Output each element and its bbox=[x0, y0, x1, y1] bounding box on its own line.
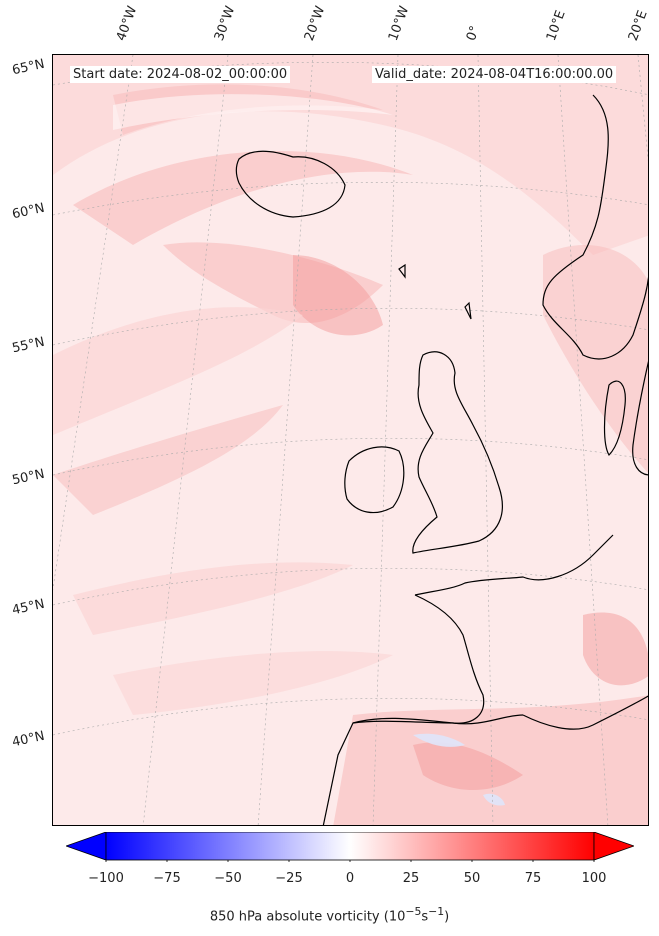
lon-label-0: 0° bbox=[463, 23, 484, 43]
colorbar-tick-marks bbox=[105, 860, 595, 862]
norway-coast bbox=[542, 94, 648, 360]
biscay-coast bbox=[322, 594, 485, 825]
colorbar-tick-label: −50 bbox=[214, 871, 242, 886]
lat-label-60n: 60°N bbox=[10, 200, 46, 223]
colorbar-tick-label: 100 bbox=[581, 871, 607, 886]
faroe-islands bbox=[398, 263, 406, 279]
iberia-north bbox=[352, 714, 524, 725]
coastlines bbox=[235, 94, 648, 825]
colorbar-tick-label: 50 bbox=[463, 871, 481, 886]
lon-label-10w: 10°W bbox=[385, 4, 413, 43]
lat-label-55n: 55°N bbox=[10, 334, 46, 357]
lat-label-45n: 45°N bbox=[10, 596, 46, 619]
colorbar-tick-label: 75 bbox=[524, 871, 542, 886]
vorticity-field bbox=[53, 55, 648, 825]
lon-label-40w: 40°W bbox=[113, 4, 141, 43]
lon-label-20e: 20°E bbox=[625, 8, 651, 44]
colorbar-label-close: ) bbox=[444, 909, 450, 925]
colorbar-label: 850 hPa absolute vorticity (10−5s−1) bbox=[0, 905, 659, 924]
lat-label-65n: 65°N bbox=[10, 56, 46, 79]
lat-label-50n: 50°N bbox=[10, 466, 46, 489]
lon-label-20w: 20°W bbox=[301, 4, 329, 43]
denmark-coast bbox=[603, 380, 626, 456]
colorbar-label-text: 850 hPa absolute vorticity (10 bbox=[209, 909, 406, 925]
mediterranean-coast bbox=[522, 695, 648, 730]
colorbar-tick-label: −75 bbox=[153, 871, 181, 886]
colorbar-gradient bbox=[105, 832, 595, 861]
sweden-coast bbox=[632, 361, 648, 476]
lat-label-40n: 40°N bbox=[10, 728, 46, 751]
ireland-coast bbox=[344, 446, 405, 514]
colorbar-tick-label: −25 bbox=[275, 871, 303, 886]
valid-date-text: Valid_date: 2024-08-04T16:00:00.00 bbox=[372, 66, 617, 83]
start-date-text: Start date: 2024-08-02_00:00:00 bbox=[70, 66, 291, 83]
colorbar-tick-label: −100 bbox=[88, 871, 124, 886]
colorbar-label-unit: s bbox=[421, 909, 429, 925]
graticule bbox=[53, 55, 648, 825]
colorbar-tick-label: 0 bbox=[345, 871, 355, 886]
shetland bbox=[464, 301, 472, 320]
iceland-coast bbox=[235, 150, 346, 218]
colorbar-tick-label: 25 bbox=[402, 871, 420, 886]
colorbar-label-exponent-2: −1 bbox=[428, 905, 445, 918]
colorbar-extend-high bbox=[593, 832, 634, 861]
vorticity-shading bbox=[53, 55, 648, 825]
britain-coast bbox=[412, 351, 503, 554]
map-panel bbox=[52, 54, 649, 826]
colorbar-label-exponent: −5 bbox=[405, 905, 422, 918]
colorbar-extend-low bbox=[66, 832, 107, 861]
lon-label-30w: 30°W bbox=[211, 4, 239, 43]
colorbar bbox=[66, 832, 634, 862]
france-coast bbox=[414, 534, 614, 596]
lon-label-10e: 10°E bbox=[543, 8, 569, 44]
